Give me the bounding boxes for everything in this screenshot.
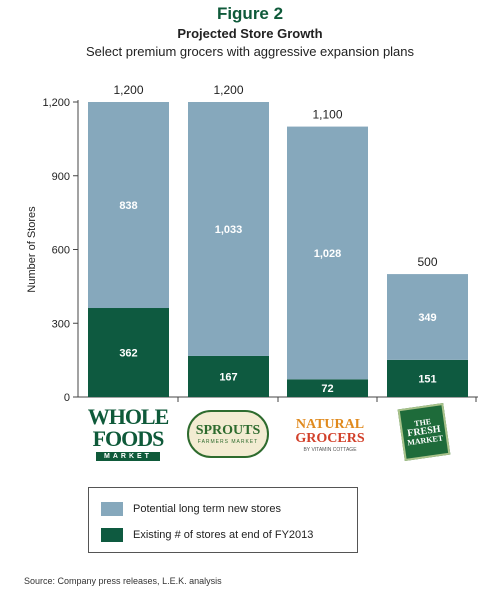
bar-existing-sprouts: [188, 355, 269, 397]
natural-grocers-logo: NATURAL GROCERS BY VITAMIN COTTAGE: [280, 414, 380, 456]
sprouts-logo-line1: SPROUTS: [195, 422, 261, 438]
chart-title: Projected Store Growth: [177, 26, 323, 41]
data-label-existing: 362: [119, 348, 137, 360]
bar-existing-fresh-market: [387, 359, 468, 397]
data-label-total: 500: [417, 255, 437, 269]
y-tick-label: 1,200: [42, 97, 70, 109]
data-label-potential: 1,033: [215, 224, 243, 236]
legend-label-existing: Existing # of stores at end of FY2013: [133, 529, 314, 541]
data-label-total: 1,200: [113, 83, 143, 97]
bar-potential-natural-grocers: [287, 126, 368, 380]
y-tick-label: 900: [52, 171, 70, 183]
bar-existing-natural-grocers: [287, 379, 368, 397]
bar-potential-sprouts: [188, 102, 269, 356]
legend-item-potential: Potential long term new stores: [101, 502, 281, 516]
chart-subtitle: Select premium grocers with aggressive e…: [85, 44, 415, 59]
natural-grocers-logo-line2: GROCERS: [295, 430, 365, 446]
data-label-potential: 349: [418, 312, 436, 324]
sprouts-logo-line2: FARMERS MARKET: [197, 438, 259, 445]
bar-existing-whole-foods: [88, 308, 169, 397]
sprouts-logo: SPROUTS FARMERS MARKET: [186, 410, 270, 458]
sprouts-logo-badge: SPROUTS FARMERS MARKET: [187, 410, 269, 458]
fresh-market-logo: THE FRESH MARKET: [397, 403, 451, 461]
data-label-existing: 167: [219, 371, 237, 383]
bar-potential-whole-foods: [88, 102, 169, 309]
whole-foods-logo-line1: WHOLE: [87, 403, 170, 429]
data-label-existing: 72: [321, 383, 333, 395]
source-note: Source: Company press releases, L.E.K. a…: [24, 576, 222, 586]
whole-foods-logo: WHOLE FOODS MARKET: [86, 402, 170, 464]
y-tick-label: 300: [52, 318, 70, 330]
legend-label-potential: Potential long term new stores: [133, 503, 281, 515]
legend-swatch-existing: [101, 528, 123, 542]
y-axis-label: Number of Stores: [26, 206, 38, 293]
data-label-total: 1,200: [213, 83, 243, 97]
y-tick-label: 0: [64, 392, 70, 404]
data-label-total: 1,100: [312, 108, 342, 122]
stacked-bar-chart: 0 300 600 900 1,200 Number of Stores 362 838 1,2…: [26, 83, 478, 404]
natural-grocers-logo-line3: BY VITAMIN COTTAGE: [303, 446, 357, 453]
whole-foods-logo-line3: MARKET: [96, 451, 160, 461]
bar-potential-fresh-market: [387, 274, 468, 360]
legend-swatch-potential: [101, 502, 123, 516]
fresh-market-logo-badge: THE FRESH MARKET: [397, 403, 451, 461]
legend: Potential long term new stores Existing …: [88, 487, 358, 553]
whole-foods-logo-line2: FOODS: [92, 425, 165, 451]
figure-label: Figure 2: [216, 4, 284, 23]
data-label-potential: 1,028: [314, 248, 342, 260]
data-label-existing: 151: [418, 373, 436, 385]
natural-grocers-logo-line1: NATURAL: [295, 416, 365, 432]
data-label-potential: 838: [119, 200, 137, 212]
legend-item-existing: Existing # of stores at end of FY2013: [101, 528, 313, 542]
y-tick-label: 600: [52, 245, 70, 257]
